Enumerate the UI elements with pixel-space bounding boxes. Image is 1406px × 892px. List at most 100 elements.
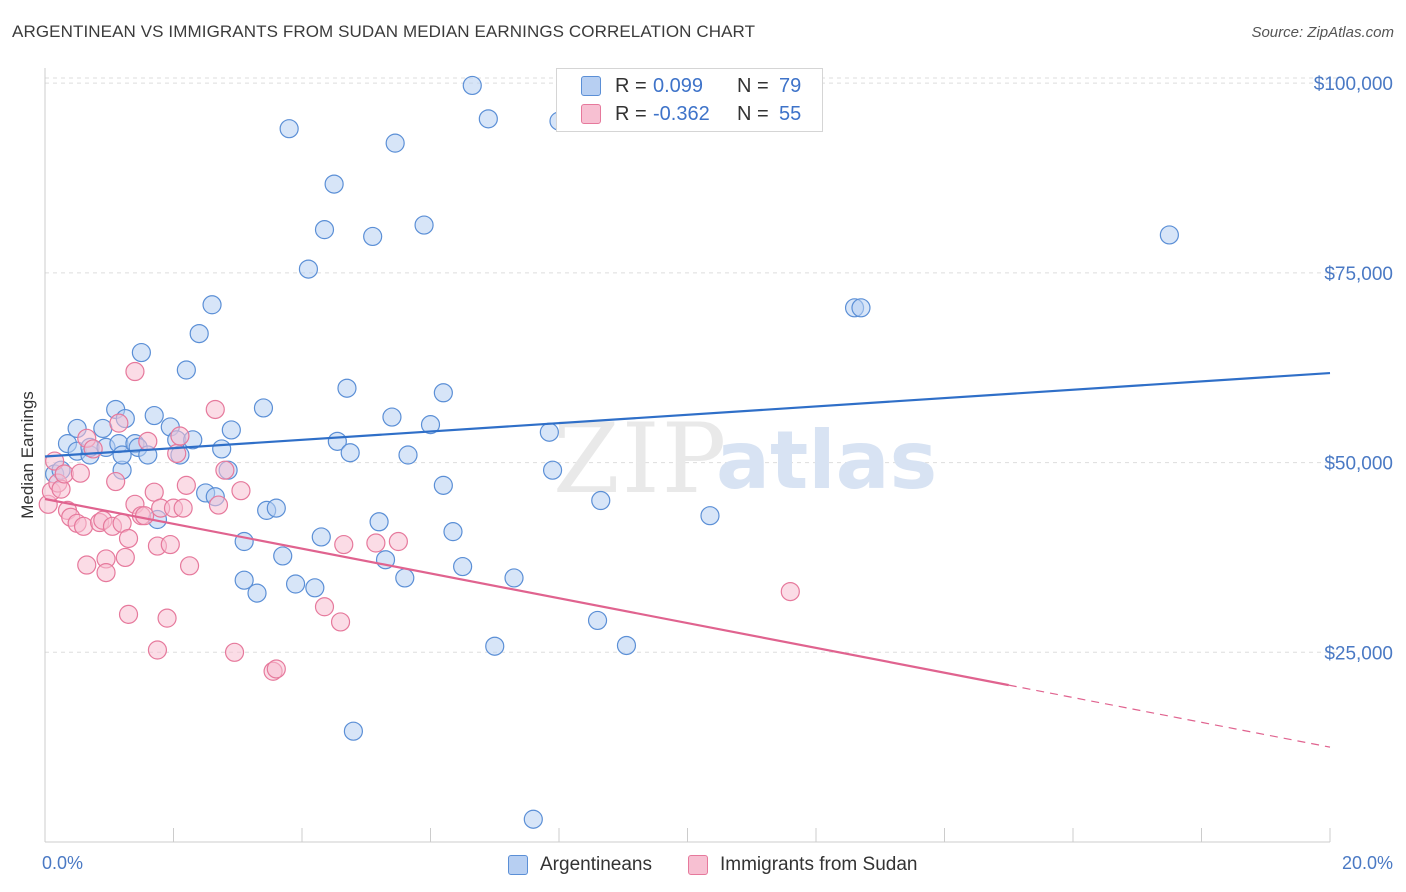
point-sudan <box>157 608 177 628</box>
point-argentineans <box>311 527 331 547</box>
point-argentineans <box>542 460 563 480</box>
point-argentineans <box>369 512 389 532</box>
legend-n-value: 55 <box>779 102 802 125</box>
y-tick-label: $75,000 <box>1324 264 1393 285</box>
legend-row-sudan: R = -0.362 N = 55 <box>581 101 801 127</box>
point-argentineans <box>523 809 543 829</box>
legend-r-value: 0.099 <box>653 74 704 97</box>
point-argentineans <box>314 220 335 240</box>
point-sudan <box>170 426 190 446</box>
point-argentineans <box>539 422 559 442</box>
bottom-legend-sudan: Immigrants from Sudan <box>688 852 917 878</box>
chart-title: ARGENTINEAN VS IMMIGRANTS FROM SUDAN MED… <box>12 22 756 41</box>
point-sudan <box>780 581 800 602</box>
point-argentineans <box>305 578 325 598</box>
point-argentineans <box>616 635 637 656</box>
point-sudan <box>334 534 354 555</box>
point-sudan <box>106 471 126 492</box>
point-sudan <box>208 495 229 515</box>
point-sudan <box>118 528 139 549</box>
axes <box>44 68 1331 843</box>
point-argentineans <box>462 75 482 96</box>
correlation-legend: R = 0.099 N = 79 R = -0.362 N = 55 <box>556 68 823 132</box>
legend-row-argentineans: R = 0.099 N = 79 <box>581 73 801 99</box>
point-argentineans <box>234 570 254 590</box>
point-sudan <box>118 604 139 624</box>
point-argentineans <box>700 506 720 526</box>
point-sudan <box>83 439 103 459</box>
point-sudan <box>173 498 193 518</box>
x-tick-label-max: 20.0% <box>1342 853 1393 873</box>
trend-line-sudan-extrapolated <box>1008 684 1331 748</box>
legend-r-label: R = <box>615 102 647 125</box>
point-sudan <box>215 460 235 480</box>
point-argentineans <box>285 574 306 594</box>
point-argentineans <box>131 342 151 363</box>
point-sudan <box>176 475 196 495</box>
point-sudan <box>205 399 225 420</box>
point-argentineans <box>189 323 209 344</box>
legend-label-argentineans: Argentineans <box>540 854 652 875</box>
point-sudan <box>138 431 158 451</box>
y-tick-label: $25,000 <box>1324 643 1393 664</box>
point-sudan <box>224 642 245 662</box>
point-sudan <box>70 463 90 483</box>
watermark-atlas: atlas <box>716 414 937 507</box>
point-argentineans <box>144 405 164 426</box>
point-argentineans <box>279 119 299 139</box>
point-argentineans <box>587 610 608 631</box>
grid-lines <box>45 77 1340 653</box>
watermark: ZIP atlas <box>553 403 937 515</box>
trend-line-sudan <box>44 497 1009 687</box>
point-argentineans <box>433 383 453 403</box>
point-argentineans <box>433 475 453 495</box>
point-argentineans <box>395 568 415 588</box>
legend-swatch-blue <box>508 855 528 875</box>
point-argentineans <box>504 568 524 588</box>
bottom-legend-argentineans: Argentineans <box>508 852 652 878</box>
point-sudan <box>231 481 251 501</box>
tick-labels: $25,000 $50,000 $75,000 $100,000 0.0% 20.0% <box>42 74 1393 873</box>
point-argentineans <box>273 546 293 566</box>
point-sudan <box>314 597 335 617</box>
point-sudan <box>73 516 94 536</box>
point-argentineans <box>385 133 405 153</box>
point-sudan <box>366 533 386 553</box>
trend-line-argentineans <box>44 371 1331 458</box>
point-argentineans <box>93 418 113 439</box>
point-argentineans <box>591 490 611 511</box>
legend-r-value: -0.362 <box>653 102 710 125</box>
point-argentineans <box>443 522 463 542</box>
point-argentineans <box>324 174 344 194</box>
legend-label-sudan: Immigrants from Sudan <box>720 854 918 875</box>
trend-lines <box>44 371 1331 748</box>
point-sudan <box>160 534 180 555</box>
point-argentineans <box>212 439 232 459</box>
point-argentineans <box>382 407 402 427</box>
point-argentineans <box>221 420 241 440</box>
x-tick-label-min: 0.0% <box>42 853 83 873</box>
point-argentineans <box>420 415 441 435</box>
point-argentineans <box>298 259 319 279</box>
point-sudan <box>147 640 168 660</box>
point-sudan <box>330 612 351 632</box>
point-argentineans <box>851 298 871 318</box>
point-argentineans <box>340 443 360 463</box>
legend-n-label: N = <box>737 74 769 97</box>
y-axis-label: Median Earnings <box>18 391 37 519</box>
legend-swatch-pink <box>581 104 601 124</box>
point-argentineans <box>176 360 196 380</box>
point-sudan <box>134 506 155 526</box>
point-argentineans <box>453 556 473 577</box>
point-argentineans <box>266 498 286 518</box>
point-argentineans <box>343 721 363 741</box>
point-argentineans <box>414 215 434 235</box>
legend-r-label: R = <box>615 74 647 97</box>
legend-n-value: 79 <box>779 74 802 97</box>
point-argentineans <box>485 636 505 656</box>
y-tick-label: $50,000 <box>1324 454 1393 475</box>
series-immigrants-from-sudan <box>38 361 800 681</box>
point-sudan <box>115 547 135 568</box>
legend-n-label: N = <box>737 102 769 125</box>
